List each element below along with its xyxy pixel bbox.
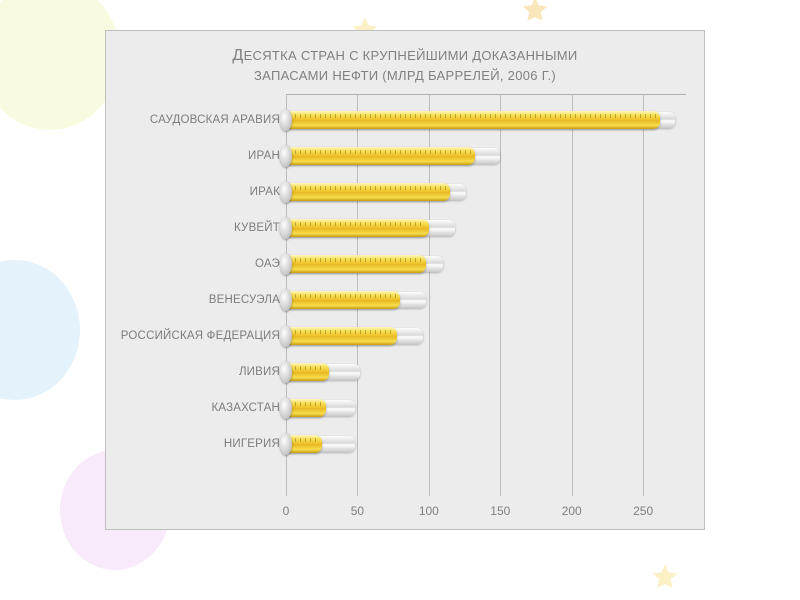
label-row: ИРАН bbox=[116, 138, 286, 174]
label-row: НИГЕРИЯ bbox=[116, 426, 286, 462]
title-dropcap: Д bbox=[232, 47, 243, 64]
label-row: САУДОВСКАЯ АРАВИЯ bbox=[116, 102, 286, 138]
category-label: НИГЕРИЯ bbox=[224, 438, 280, 450]
bar-primary bbox=[286, 399, 326, 417]
bar-primary bbox=[286, 111, 660, 129]
bar-primary bbox=[286, 147, 475, 165]
bar-row bbox=[286, 246, 686, 282]
category-label: ЛИВИЯ bbox=[239, 366, 280, 378]
category-label: КАЗАХСТАН bbox=[212, 402, 281, 414]
bar-cap-icon bbox=[280, 253, 292, 275]
x-tick-label: 150 bbox=[490, 504, 510, 518]
x-tick-label: 50 bbox=[351, 504, 364, 518]
star-icon bbox=[650, 562, 680, 592]
axis-top-line bbox=[286, 94, 686, 95]
bar-primary bbox=[286, 327, 397, 345]
bar-row bbox=[286, 138, 686, 174]
label-row: КАЗАХСТАН bbox=[116, 390, 286, 426]
y-axis-labels: САУДОВСКАЯ АРАВИЯ ИРАН ИРАК КУВЕЙТ ОАЭ ВЕНЕСУ… bbox=[116, 94, 286, 524]
bar-cap-icon bbox=[280, 433, 292, 455]
bar-cap-icon bbox=[280, 325, 292, 347]
bar-row bbox=[286, 174, 686, 210]
star-icon bbox=[520, 0, 550, 25]
bar-cap-icon bbox=[280, 217, 292, 239]
category-label: ВЕНЕСУЭЛА bbox=[209, 294, 280, 306]
bar-row bbox=[286, 318, 686, 354]
bar-cap-icon bbox=[280, 397, 292, 419]
bar-cap-icon bbox=[280, 109, 292, 131]
x-tick-label: 250 bbox=[633, 504, 653, 518]
chart-title: ДЕСЯТКА СТРАН С КРУПНЕЙШИМИ ДОКАЗАННЫМИ … bbox=[116, 45, 694, 84]
bars-area: 0 50 100 150 200 250 bbox=[286, 94, 686, 524]
bar-primary bbox=[286, 219, 429, 237]
category-label: САУДОВСКАЯ АРАВИЯ bbox=[150, 114, 280, 126]
x-tick-label: 100 bbox=[419, 504, 439, 518]
bar-cap-icon bbox=[280, 289, 292, 311]
title-line1: ЕСЯТКА СТРАН С КРУПНЕЙШИМИ ДОКАЗАННЫМИ bbox=[244, 48, 578, 63]
bar-cap-icon bbox=[280, 181, 292, 203]
bar-primary bbox=[286, 255, 426, 273]
x-tick-label: 200 bbox=[562, 504, 582, 518]
plot-area: САУДОВСКАЯ АРАВИЯ ИРАН ИРАК КУВЕЙТ ОАЭ ВЕНЕСУ… bbox=[116, 94, 694, 524]
bar-primary bbox=[286, 183, 450, 201]
bar-row bbox=[286, 354, 686, 390]
bar-cap-icon bbox=[280, 361, 292, 383]
label-row: ВЕНЕСУЭЛА bbox=[116, 282, 286, 318]
label-row: КУВЕЙТ bbox=[116, 210, 286, 246]
category-label: ОАЭ bbox=[255, 258, 280, 270]
label-row: РОССИЙСКАЯ ФЕДЕРАЦИЯ bbox=[116, 318, 286, 354]
label-row: ИРАК bbox=[116, 174, 286, 210]
bar-row bbox=[286, 390, 686, 426]
title-line2: ЗАПАСАМИ НЕФТИ (МЛРД БАРРЕЛЕЙ, 2006 Г.) bbox=[254, 68, 556, 83]
bar-row bbox=[286, 282, 686, 318]
bar-row bbox=[286, 102, 686, 138]
bar-primary bbox=[286, 291, 400, 309]
balloon-decor bbox=[0, 0, 120, 130]
bar-row bbox=[286, 210, 686, 246]
bar-row bbox=[286, 426, 686, 462]
balloon-decor bbox=[0, 260, 80, 400]
bar-cap-icon bbox=[280, 145, 292, 167]
category-label: ИРАН bbox=[248, 150, 280, 162]
label-row: ЛИВИЯ bbox=[116, 354, 286, 390]
category-label: КУВЕЙТ bbox=[234, 222, 280, 234]
category-label: ИРАК bbox=[250, 186, 280, 198]
x-tick-label: 0 bbox=[283, 504, 290, 518]
bar-primary bbox=[286, 363, 329, 381]
category-label: РОССИЙСКАЯ ФЕДЕРАЦИЯ bbox=[121, 330, 280, 342]
chart-panel: ДЕСЯТКА СТРАН С КРУПНЕЙШИМИ ДОКАЗАННЫМИ … bbox=[105, 30, 705, 530]
label-row: ОАЭ bbox=[116, 246, 286, 282]
